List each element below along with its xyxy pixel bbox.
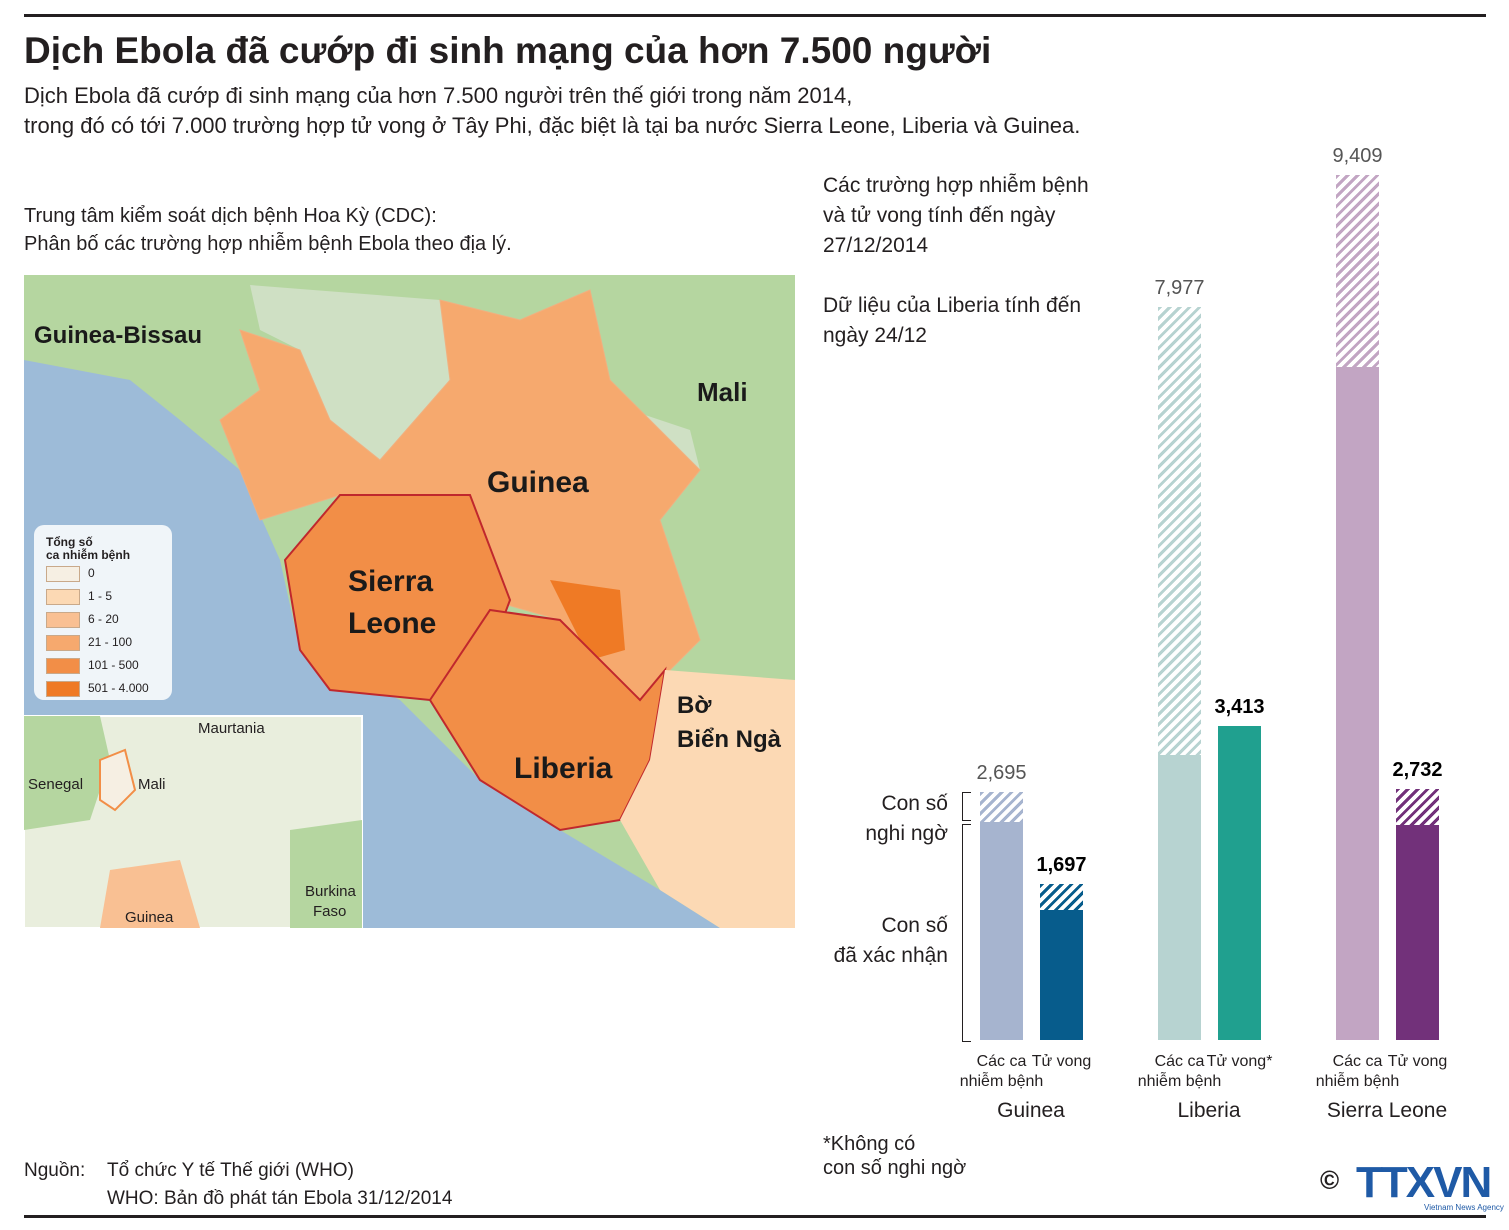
bar-confirmed: [1158, 755, 1201, 1040]
footnote: *Không có: [823, 1133, 916, 1155]
logo-sub: Vietnam News Agency: [1424, 1203, 1504, 1212]
value-label: 2,695: [976, 762, 1027, 785]
bar-confirmed: [1336, 367, 1379, 1040]
inset-guinea: [100, 860, 200, 928]
chart-note: Dữ liệu của Liberia tính đến: [823, 294, 1082, 317]
group-label: Sierra Leone: [1326, 1099, 1448, 1122]
inset-label: Burkina: [305, 883, 356, 900]
legend-title: ca nhiễm bệnh: [46, 548, 131, 562]
value-label: 3,413: [1214, 696, 1265, 719]
chart-note: ngày 24/12: [823, 324, 927, 347]
inset-land: [290, 820, 362, 928]
footnote: con số nghi ngờ: [823, 1157, 967, 1179]
inset-label: Senegal: [28, 776, 84, 793]
chart-title: 27/12/2014: [823, 234, 929, 257]
bar-confirmed: [1040, 910, 1083, 1040]
legend-swatch: [46, 681, 80, 697]
value-label: 9,409: [1332, 145, 1383, 168]
inset-label: Maurtania: [198, 720, 265, 737]
bar-label: Tử vong*: [1206, 1053, 1273, 1070]
map-label: Guinea-Bissau: [34, 322, 203, 349]
source: WHO: Bản đồ phát tán Ebola 31/12/2014: [107, 1188, 453, 1209]
inset-label: Guinea: [125, 909, 174, 926]
bar-confirmed: [1218, 726, 1261, 1040]
map-label: Liberia: [514, 752, 613, 785]
legend-label: đã xác nhận: [833, 944, 948, 967]
inset-mali: [99, 748, 137, 812]
legend-label: 0: [88, 566, 95, 580]
inset-label: Mali: [138, 776, 166, 793]
chart-title: và tử vong tính đến ngày: [823, 204, 1056, 227]
bracket: [962, 824, 971, 1042]
legend-swatch: [46, 612, 80, 628]
legend-label: 1 - 5: [88, 589, 113, 603]
logo: TTXVN: [1356, 1158, 1492, 1207]
bracket: [962, 792, 971, 822]
legend-label: nghi ngờ: [865, 822, 948, 845]
bar-label: Tử vong: [1387, 1053, 1448, 1070]
map: [24, 275, 795, 928]
chart-title: Các trường hợp nhiễm bệnh: [823, 174, 1089, 197]
map-title: Phân bố các trường hợp nhiễm bệnh Ebola …: [24, 233, 512, 255]
legend-swatch: [46, 566, 80, 582]
inset-land: [24, 716, 110, 830]
guinea-hot: [550, 580, 625, 660]
legend-swatch: [46, 635, 80, 651]
bar-label: Các ca: [1154, 1053, 1205, 1070]
group-label: Guinea: [997, 1099, 1065, 1122]
cote-divoire: [620, 670, 795, 928]
legend-swatch: [46, 658, 80, 674]
map-label: Leone: [348, 607, 437, 640]
bar-confirmed: [1396, 824, 1439, 1040]
title: Dịch Ebola đã cướp đi sinh mạng của hơn …: [24, 30, 992, 71]
bar-label: nhiễm bệnh: [959, 1073, 1044, 1090]
legend-label: 21 - 100: [88, 635, 133, 649]
map-title: Trung tâm kiểm soát dịch bệnh Hoa Kỳ (CD…: [24, 205, 437, 227]
value-label: 2,732: [1392, 758, 1443, 781]
map-label: Bờ: [677, 692, 712, 719]
top-rule: [24, 14, 1486, 17]
value-label: 1,697: [1036, 854, 1087, 877]
bar-confirmed: [980, 822, 1023, 1040]
map-label: Biển Ngà: [677, 726, 782, 753]
terrain: [250, 285, 450, 460]
legend-label: 501 - 4.000: [88, 681, 149, 695]
source-label: Nguồn:: [24, 1160, 86, 1181]
logo-symbol: ©: [1320, 1165, 1340, 1195]
map-label: Sierra: [348, 565, 434, 598]
subtitle: trong đó có tới 7.000 trường hợp tử vong…: [24, 113, 1081, 138]
legend-label: Con số: [881, 914, 948, 937]
legend-label: Con số: [881, 792, 948, 815]
legend-label: 6 - 20: [88, 612, 119, 626]
bottom-rule: [24, 1215, 1486, 1218]
source: Tổ chức Y tế Thế giới (WHO): [107, 1160, 354, 1181]
map-label: Guinea: [487, 466, 589, 499]
bar-label: nhiễm bệnh: [1137, 1073, 1222, 1090]
inset-label: Faso: [313, 903, 347, 920]
legend-title: Tổng số: [46, 535, 93, 549]
group-label: Liberia: [1177, 1099, 1241, 1122]
bar-label: Các ca: [976, 1053, 1027, 1070]
value-label: 7,977: [1154, 276, 1205, 299]
map-label: Mali: [697, 377, 748, 407]
subtitle: Dịch Ebola đã cướp đi sinh mạng của hơn …: [24, 83, 853, 108]
legend-swatch: [46, 589, 80, 605]
bar-label: nhiễm bệnh: [1315, 1073, 1400, 1090]
legend-label: 101 - 500: [88, 658, 139, 672]
bar-label: Tử vong: [1031, 1053, 1092, 1070]
bar-label: Các ca: [1332, 1053, 1383, 1070]
